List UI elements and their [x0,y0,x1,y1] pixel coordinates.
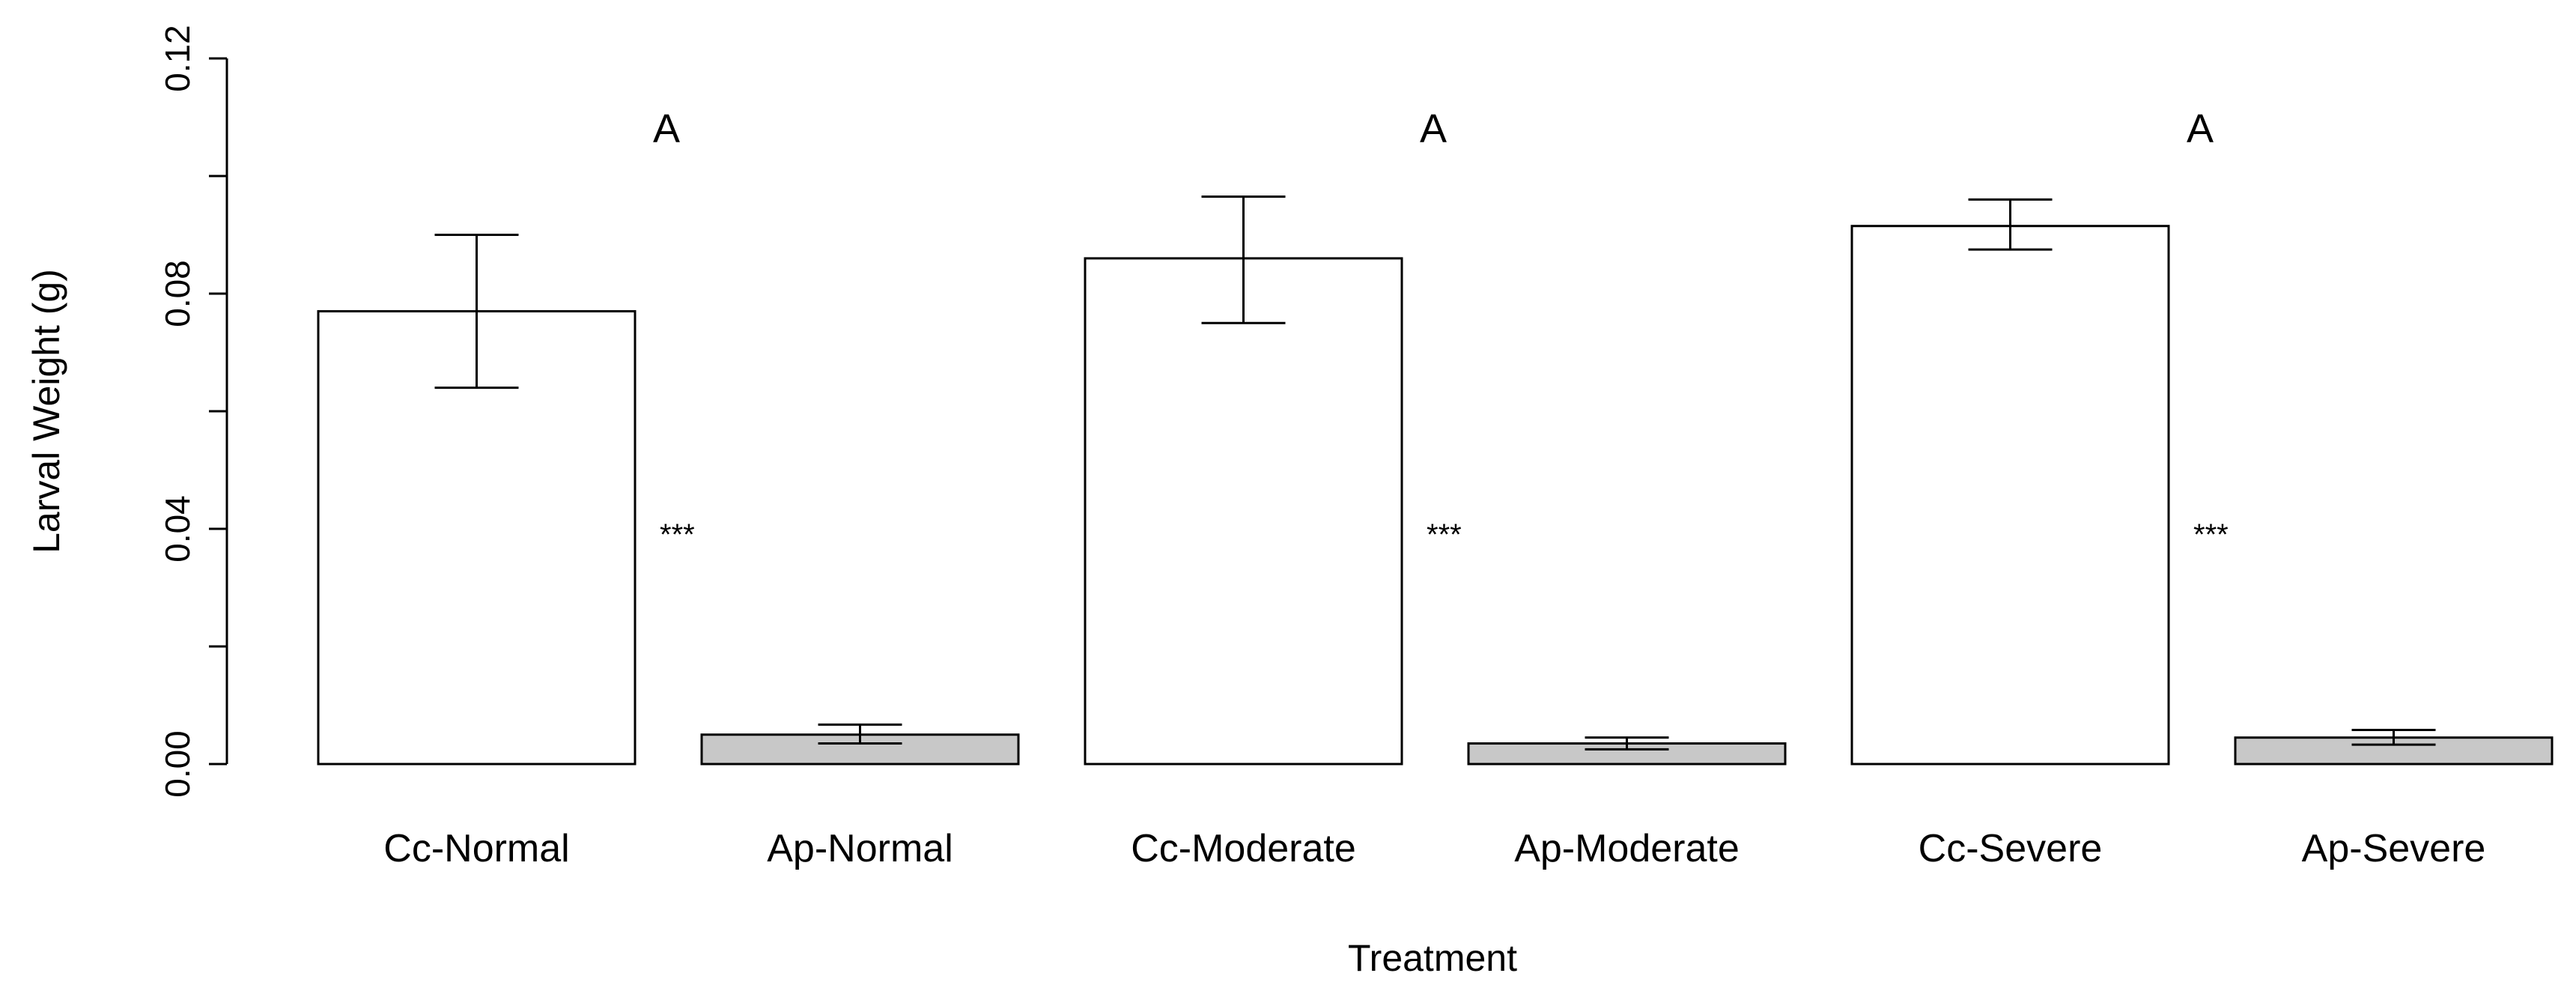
bar-cc-severe [1850,225,2170,766]
axis-layer: 0.00 0.04 0.08 0.12 [158,25,228,798]
x-tick-label: Cc-Severe [1919,827,2103,870]
bar-cc-moderate [1084,257,1403,766]
x-tick-label: Cc-Moderate [1131,827,1356,870]
x-tick-label: Ap-Normal [767,827,953,870]
bar-layer [317,225,2554,766]
x-axis-title: Treatment [1348,937,1517,979]
x-tick-label: Ap-Severe [2302,827,2486,870]
error-bar-layer [434,195,2436,751]
y-tick-label: 0.04 [158,495,197,563]
x-tick-label: Cc-Normal [383,827,569,870]
y-tick-label: 0.08 [158,260,197,327]
significance-label: *** [660,518,695,551]
significance-label: *** [1427,518,1462,551]
y-tick-label: 0.00 [158,730,197,798]
x-tick-label: Ap-Moderate [1514,827,1740,870]
group-letter-label: A [2187,106,2214,151]
group-letter-label: A [653,106,680,151]
y-tick-label: 0.12 [158,25,197,92]
y-axis-title: Larval Weight (g) [25,269,67,554]
significance-label: *** [2193,518,2229,551]
label-layer: Cc-Normal Ap-Normal Cc-Moderate Ap-Moderate… [383,106,2485,870]
group-letter-label: A [1420,106,1447,151]
